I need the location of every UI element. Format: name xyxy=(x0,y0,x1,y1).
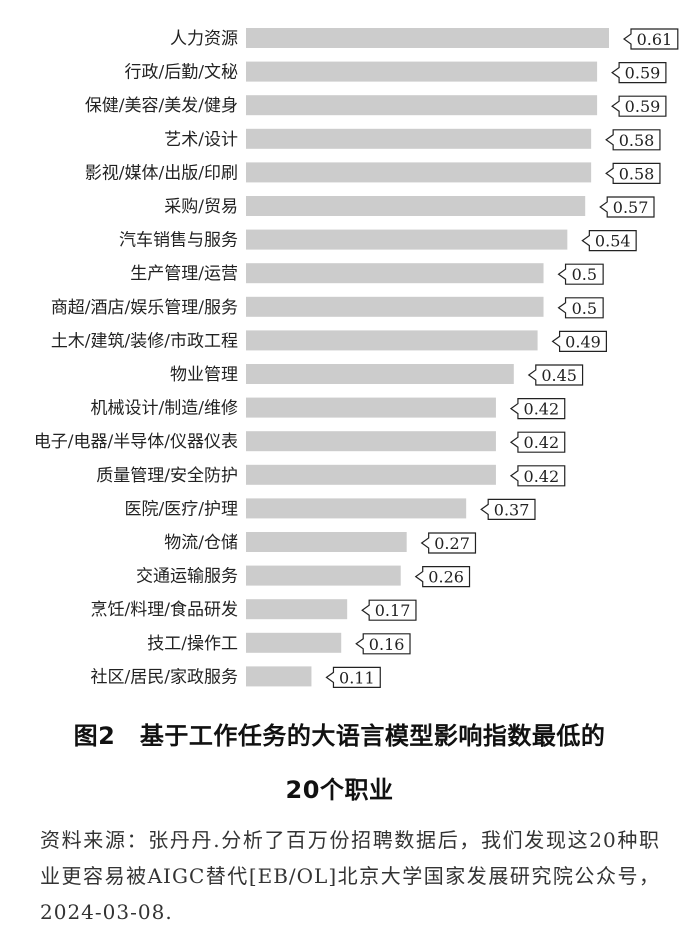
value-label: 0.5 xyxy=(572,265,597,284)
value-label: 0.58 xyxy=(619,131,655,150)
value-label: 0.59 xyxy=(625,97,661,116)
value-callout xyxy=(355,633,411,655)
value-callout xyxy=(605,129,661,151)
value-label: 0.49 xyxy=(565,332,601,351)
bar xyxy=(246,532,407,552)
value-callout xyxy=(581,230,637,252)
bar xyxy=(246,565,401,586)
value-callout xyxy=(361,599,417,621)
category-label: 采购/贸易 xyxy=(164,197,238,217)
category-label: 汽车销售与服务 xyxy=(119,231,238,251)
value-callout xyxy=(527,364,584,386)
bar xyxy=(246,61,598,82)
category-label: 影视/媒体/出版/印刷 xyxy=(85,163,238,183)
category-label: 保健/美容/美发/健身 xyxy=(85,96,238,116)
bar xyxy=(246,330,538,351)
bar xyxy=(246,498,467,519)
source-note: 资料来源：张丹丹.分析了百万份招聘数据后，我们发现这20种职业更容易被AIGC替… xyxy=(40,828,660,924)
value-callout xyxy=(611,95,667,117)
value-label: 0.17 xyxy=(375,601,411,620)
bar xyxy=(246,95,598,116)
bar xyxy=(246,666,312,687)
category-label: 交通运输服务 xyxy=(136,567,238,587)
value-callout xyxy=(557,297,604,319)
value-label: 0.26 xyxy=(428,568,464,587)
value-callout xyxy=(557,263,604,285)
value-callout xyxy=(622,28,679,50)
category-label: 人力资源 xyxy=(170,29,238,49)
category-label: 技工/操作工 xyxy=(147,634,238,654)
bar xyxy=(246,431,496,452)
bar xyxy=(246,229,568,250)
value-callout xyxy=(605,162,661,184)
category-label: 机械设计/制造/维修 xyxy=(91,399,238,419)
figure-caption-title: 图2 基于工作任务的大语言模型影响指数最低的 xyxy=(73,722,606,750)
bar xyxy=(246,128,592,149)
bar-chart: 人力资源 0.61 行政/后勤/文秘 0.59 保健/美容/美发/健身 0.59 艺术/设计… xyxy=(34,28,679,688)
value-label: 0.37 xyxy=(494,500,530,519)
category-label: 艺术/设计 xyxy=(164,130,238,150)
value-label: 0.58 xyxy=(619,164,655,183)
value-label: 0.42 xyxy=(524,467,560,486)
bar xyxy=(246,296,544,317)
value-callout xyxy=(509,431,566,453)
value-callout xyxy=(414,566,471,588)
value-label: 0.54 xyxy=(595,232,631,251)
category-label: 电子/电器/半导体/仪器仪表 xyxy=(34,432,238,452)
value-callout xyxy=(509,398,566,420)
value-label: 0.45 xyxy=(541,366,577,385)
category-label: 医院/医疗/护理 xyxy=(125,499,238,519)
category-label: 商超/酒店/娱乐管理/服务 xyxy=(51,298,238,318)
bar xyxy=(246,599,348,620)
category-label: 质量管理/安全防护 xyxy=(96,466,238,486)
value-label: 0.27 xyxy=(434,534,470,553)
value-callout xyxy=(509,465,566,487)
bar xyxy=(246,464,496,485)
value-callout xyxy=(420,532,477,554)
value-label: 0.5 xyxy=(572,299,597,318)
category-label: 土木/建筑/装修/市政工程 xyxy=(51,331,238,351)
bar xyxy=(246,364,514,384)
value-label: 0.42 xyxy=(524,433,560,452)
category-label: 行政/后勤/文秘 xyxy=(125,63,238,83)
category-label: 物业管理 xyxy=(170,365,238,385)
value-callout xyxy=(480,498,536,520)
category-label: 烹饪/料理/食品研发 xyxy=(91,599,238,620)
value-label: 0.42 xyxy=(524,400,560,419)
bar xyxy=(246,397,496,418)
value-callout xyxy=(325,666,381,688)
value-callout xyxy=(551,330,607,352)
value-label: 0.16 xyxy=(369,635,405,654)
value-label: 0.61 xyxy=(637,30,673,49)
value-label: 0.57 xyxy=(613,198,649,217)
category-label: 社区/居民/家政服务 xyxy=(91,667,238,687)
category-label: 物流/仓储 xyxy=(164,533,238,553)
bar xyxy=(246,632,342,653)
bar xyxy=(246,28,609,48)
bar xyxy=(246,263,544,284)
figure-caption-subtitle: 20个职业 xyxy=(285,776,394,804)
value-callout xyxy=(599,196,655,218)
value-callout xyxy=(611,62,667,84)
value-label: 0.11 xyxy=(339,668,375,687)
value-label: 0.59 xyxy=(625,64,661,83)
category-label: 生产管理/运营 xyxy=(130,264,238,284)
bar xyxy=(246,196,586,216)
bar xyxy=(246,162,592,183)
